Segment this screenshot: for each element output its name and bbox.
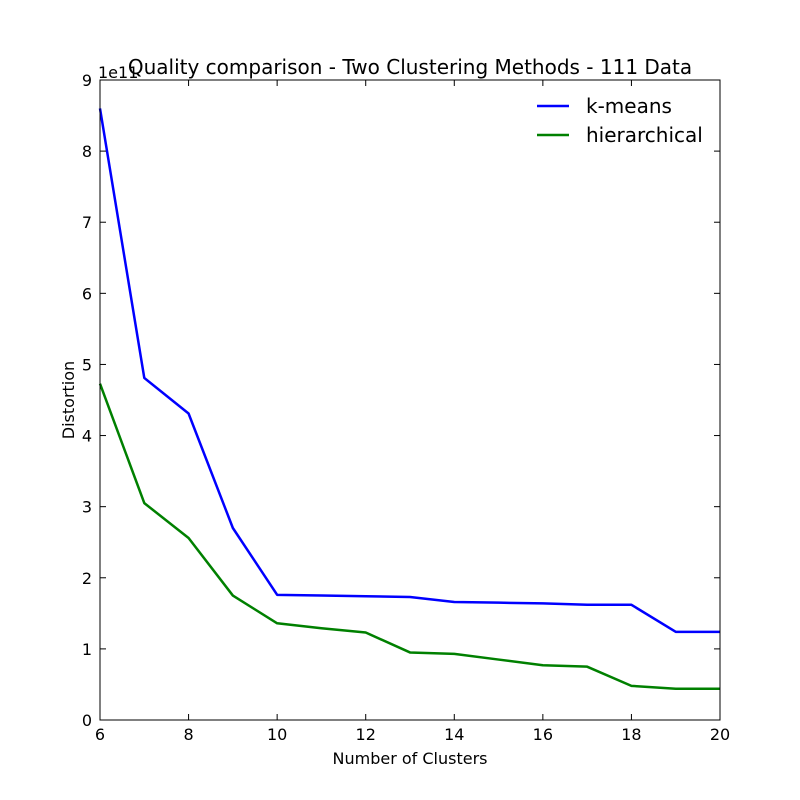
x-tick-label: 20: [710, 725, 730, 744]
x-tick-label: 18: [621, 725, 641, 744]
y-tick-label: 5: [82, 355, 92, 374]
y-tick-label: 9: [82, 71, 92, 90]
y-tick-label: 2: [82, 569, 92, 588]
x-tick-label: 16: [533, 725, 553, 744]
x-tick-label: 8: [183, 725, 193, 744]
x-tick-label: 14: [444, 725, 464, 744]
legend-label: k-means: [586, 94, 672, 118]
series-line-hierarchical: [98, 383, 720, 690]
series-layer: [98, 108, 720, 690]
y-offset-label: 1e11: [98, 63, 138, 82]
legend: k-means hierarchical: [537, 94, 703, 147]
y-tick-label: 1: [82, 640, 92, 659]
y-tick-label: 0: [82, 711, 92, 730]
legend-label: hierarchical: [586, 123, 703, 147]
y-tick-label: 4: [82, 427, 92, 446]
x-axis-label: Number of Clusters: [333, 749, 488, 768]
x-tick-label: 10: [267, 725, 287, 744]
x-tick-label: 6: [95, 725, 105, 744]
y-tick-label: 7: [82, 213, 92, 232]
x-tick-label: 12: [356, 725, 376, 744]
chart-title: Quality comparison - Two Clustering Meth…: [128, 55, 692, 79]
plot-frame: [99, 79, 721, 721]
y-tick-label: 6: [82, 284, 92, 303]
y-tick-label: 8: [82, 142, 92, 161]
series-line-k-means: [98, 108, 720, 634]
y-axis-label: Distortion: [59, 361, 78, 439]
y-tick-label: 3: [82, 498, 92, 517]
